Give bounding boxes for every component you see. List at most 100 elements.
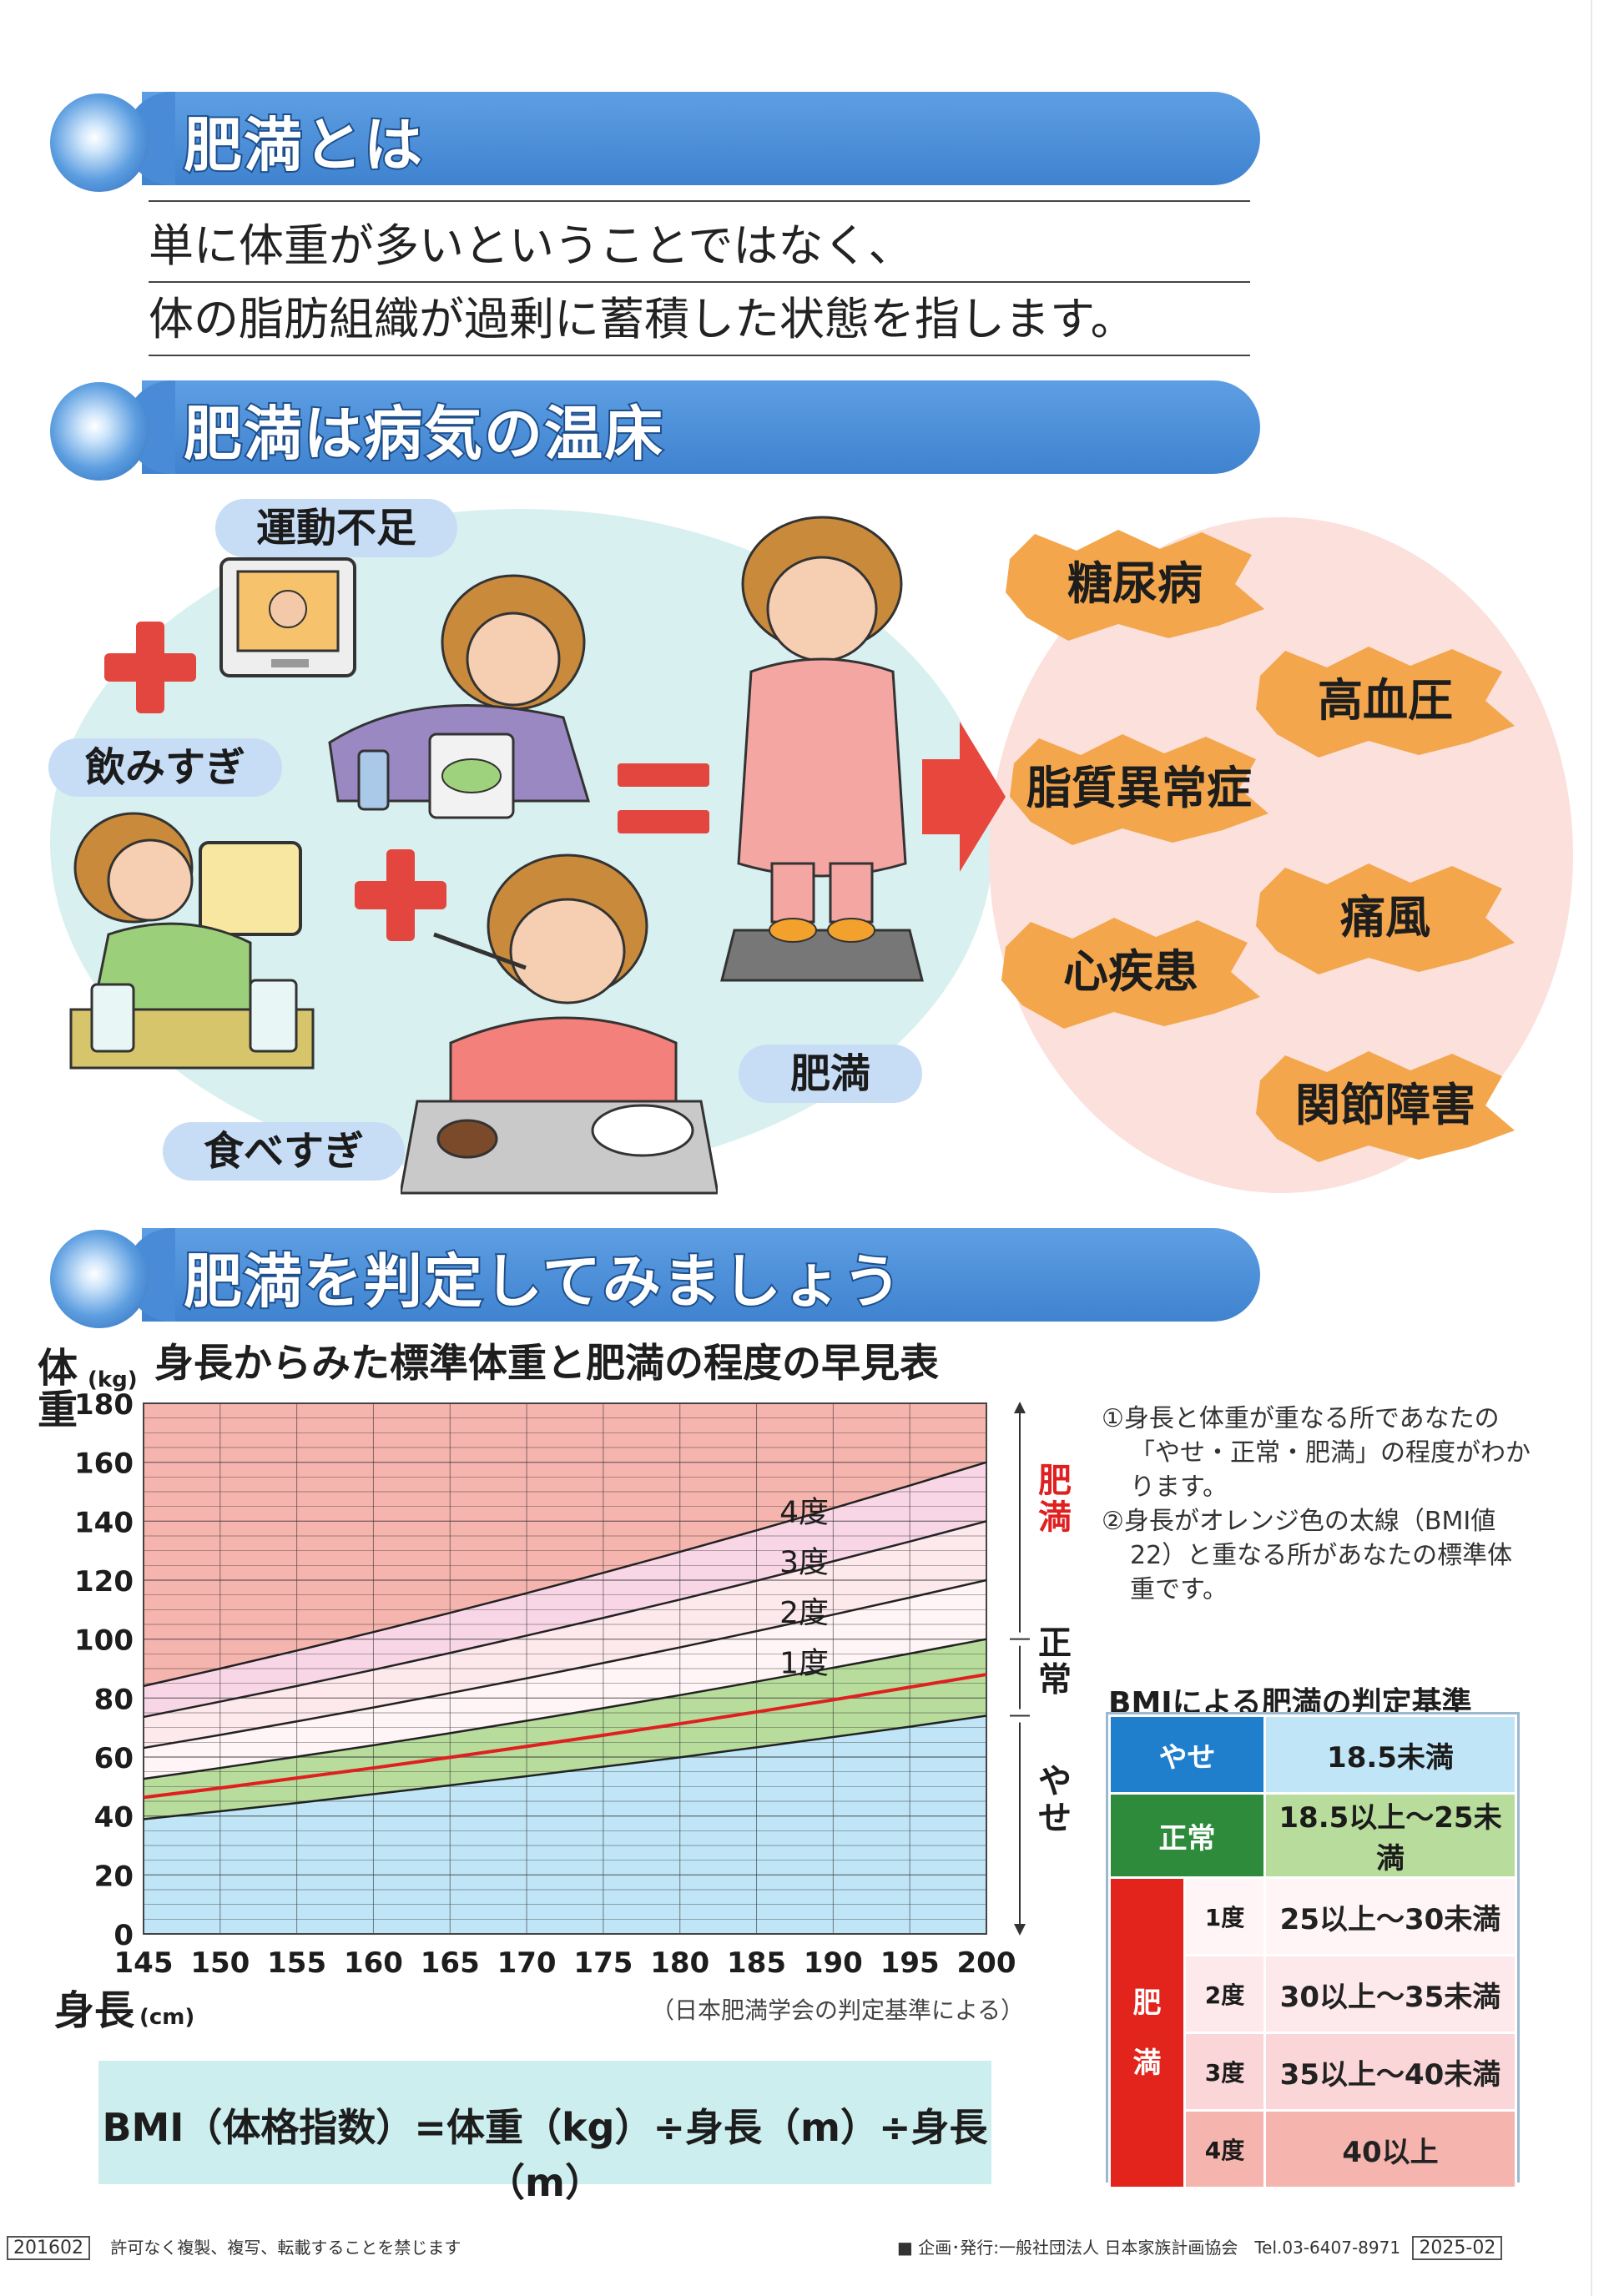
x-tick-label: 190 — [804, 1946, 863, 1980]
cause-label-eating: 食べすぎ — [163, 1122, 405, 1181]
zone-label-normal: 正 — [1038, 1624, 1072, 1662]
value-degree-4: 40以上 — [1263, 2109, 1517, 2189]
x-tick-label: 200 — [957, 1946, 1016, 1980]
value-degree-1: 25以上〜30未満 — [1263, 1876, 1517, 1956]
burst-shape — [1010, 734, 1268, 845]
y-tick-label: 60 — [94, 1742, 134, 1775]
table-row: 正常 18.5以上〜25未満 — [1108, 1792, 1517, 1879]
zone-obese-1 — [144, 1580, 986, 1780]
section-title: 肥満とは — [182, 109, 424, 181]
x-tick-label: 195 — [880, 1946, 940, 1980]
x-axis-title: 身長 — [54, 1987, 135, 2034]
cause-label-exercise: 運動不足 — [215, 499, 457, 557]
burst-shape — [1256, 647, 1515, 758]
weight-chart: 1度 2度 3度 4度 0 20 40 60 80 100 120 140 160 180 145 150 15… — [74, 1388, 1072, 1980]
burst-shape — [1256, 864, 1515, 974]
series-line-bmi-40 — [143, 1461, 987, 1688]
header-bar — [125, 1228, 1260, 1322]
chart-notes: ①身長と体重が重なる所であなたの「やせ・正常・肥満」の程度がわかります。 ②身長… — [1102, 1402, 1536, 1607]
plus-icon — [104, 622, 196, 713]
obese-char-2: 満 — [1132, 2046, 1162, 2080]
section-header-what-is-obesity: 肥満とは — [50, 92, 1260, 192]
table-row: 3度 35以上〜40未満 — [1110, 2032, 1517, 2112]
x-tick-label: 160 — [344, 1946, 403, 1980]
footer-left: 201602 許可なく複製、複写、転載することを禁じます — [7, 2234, 461, 2260]
disease-label: 痛風 — [1340, 891, 1430, 944]
header-bar — [125, 380, 1260, 474]
series-line-bmi-18.5 — [143, 1714, 987, 1820]
obese-char-1: 肥 — [1132, 1986, 1162, 2020]
degree-4: 4度 — [1183, 2109, 1266, 2189]
burst-shape — [1006, 530, 1264, 641]
header-bar — [125, 92, 1260, 185]
y-tick-label: 140 — [74, 1506, 134, 1539]
page-edge-line — [1591, 0, 1592, 2296]
zone-label-thin: せ — [1038, 1799, 1072, 1837]
zone-normal — [144, 1639, 986, 1820]
y-tick-label: 40 — [94, 1801, 134, 1835]
y-tick-label: 80 — [94, 1683, 134, 1716]
disease-label: 関節障害 — [1295, 1079, 1475, 1131]
section-title: 肥満は病気の温床 — [182, 398, 664, 470]
zone-label-thin: や — [1038, 1762, 1072, 1800]
degree-label: 2度 — [779, 1596, 829, 1630]
zone-label-obese: 満 — [1038, 1498, 1072, 1537]
x-tick-label: 185 — [727, 1946, 786, 1980]
y-axis-label: 体重 — [38, 1347, 78, 1431]
note-1: ①身長と体重が重なる所であなたの「やせ・正常・肥満」の程度がわかります。 — [1102, 1404, 1531, 1502]
value-degree-3: 35以上〜40未満 — [1263, 2032, 1517, 2112]
tv-couch-illustration — [219, 557, 591, 819]
x-tick-label: 175 — [573, 1946, 633, 1980]
degree-label: 1度 — [779, 1647, 829, 1681]
section-header-disease-hotbed: 肥満は病気の温床 — [50, 380, 1260, 481]
table-row: 肥 満 1度 25以上〜30未満 — [1108, 1876, 1517, 2189]
degree-3: 3度 — [1183, 2032, 1266, 2112]
eating-illustration — [401, 853, 718, 1195]
arrow-down-icon — [1014, 1924, 1026, 1936]
degree-2: 2度 — [1183, 1954, 1266, 2034]
x-tick-label: 180 — [650, 1946, 709, 1980]
result-label-obesity: 肥満 — [739, 1045, 922, 1103]
y-tick-label: 180 — [74, 1388, 134, 1422]
intro-line-1: 単に体重が多いということではなく、 — [149, 209, 1250, 283]
footer-right: ■ 企画･発行:一般社団法人 日本家族計画協会 Tel.03-6407-8971… — [897, 2234, 1503, 2260]
series-line-bmi-22 — [143, 1673, 987, 1800]
bmi-formula-box: BMI（体格指数）=体重（kg）÷身長（m）÷身長（m） — [98, 2061, 991, 2205]
y-tick-label: 120 — [74, 1565, 134, 1599]
intro-line-2: 体の脂肪組織が過剰に蓄積した状態を指します。 — [149, 282, 1250, 356]
y-tick-label: 160 — [74, 1448, 134, 1481]
orb-icon — [50, 1230, 149, 1328]
category-obese: 肥 満 — [1108, 1876, 1186, 2189]
cause-label-drinking: 飲みすぎ — [48, 738, 282, 797]
table-row: やせ 18.5未満 — [1108, 1714, 1517, 1795]
disease-hypertension: 高血圧 — [1252, 642, 1519, 759]
disease-gout: 痛風 — [1252, 859, 1519, 976]
plot-frame — [143, 1402, 987, 1935]
value-normal: 18.5以上〜25未満 — [1263, 1792, 1517, 1879]
burst-shape — [1256, 1051, 1515, 1162]
x-tick-label: 155 — [267, 1946, 326, 1980]
footer-code-right: 2025-02 — [1412, 2236, 1503, 2260]
footer-publisher: ■ 企画･発行:一般社団法人 日本家族計画協会 Tel.03-6407-8971 — [897, 2238, 1401, 2258]
orb-icon — [50, 93, 149, 192]
y-axis-title: 体重 — [38, 1345, 78, 1433]
y-tick-label: 20 — [94, 1860, 134, 1893]
y-tick-label: 0 — [113, 1919, 134, 1952]
y-tick-label: 100 — [74, 1624, 134, 1658]
disease-label: 心疾患 — [1063, 945, 1198, 998]
degree-label: 3度 — [779, 1546, 829, 1580]
obese-woman-illustration — [720, 516, 924, 982]
category-normal: 正常 — [1108, 1792, 1266, 1879]
equals-icon — [618, 763, 709, 838]
section-title: 肥満を判定してみましょう — [182, 1246, 903, 1317]
plus-icon — [355, 849, 446, 941]
disease-label: 脂質異常症 — [1026, 762, 1252, 814]
chart-title: 身長からみた標準体重と肥満の程度の早見表 — [154, 1341, 939, 1387]
divider — [149, 200, 1250, 202]
disease-heart: 心疾患 — [997, 914, 1264, 1030]
x-tick-label: 145 — [114, 1946, 174, 1980]
zone-obese-2 — [144, 1521, 986, 1749]
series-line-bmi-25 — [143, 1638, 987, 1780]
bmi-table: やせ 18.5未満 正常 18.5以上〜25未満 肥 満 1度 25以上〜30未… — [1108, 1714, 1517, 2189]
degree-label: 4度 — [779, 1495, 829, 1529]
